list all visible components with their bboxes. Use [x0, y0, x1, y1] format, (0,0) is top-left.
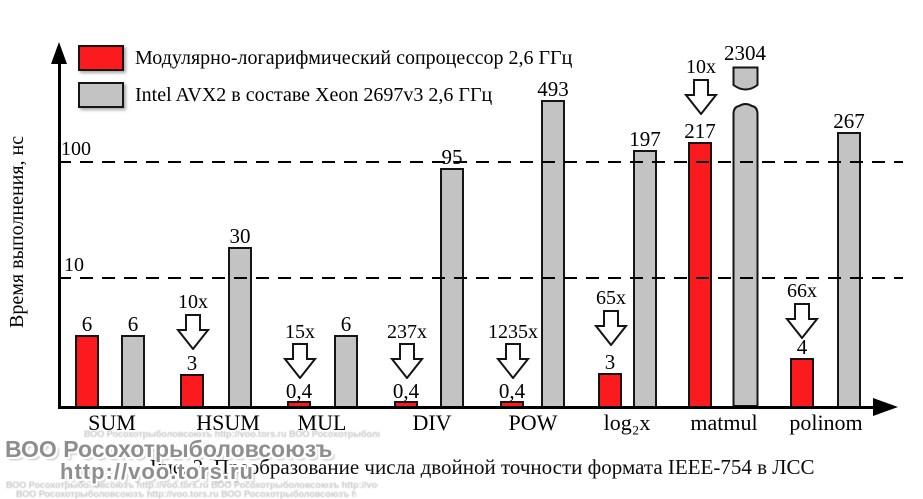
value-label-matmul-coprocessor: 217 [684, 119, 716, 143]
bar-sum-coprocessor [75, 335, 99, 407]
bar-polinom-avx2 [837, 132, 861, 407]
category-label-sum: SUM [88, 410, 136, 435]
value-label-hsum-coprocessor: 3 [186, 351, 198, 375]
bar-hsum-avx2 [228, 247, 252, 407]
gridline-100 [58, 161, 903, 163]
value-label-matmul-avx2: 2304 [724, 41, 766, 65]
value-label-sum-coprocessor: 6 [81, 312, 93, 336]
legend-swatch-1 [78, 82, 124, 108]
speedup-arrow-icon-matmul [684, 79, 718, 115]
x-axis-line [58, 406, 878, 409]
bar-mul-coprocessor [287, 401, 311, 407]
y-tick-label-100: 100 [61, 138, 91, 160]
y-tick-label-10: 10 [64, 254, 84, 276]
legend-label-0: Модулярно-логарифмический сопроцессор 2,… [135, 46, 573, 69]
category-label-div: DIV [412, 410, 452, 435]
value-label-sum-avx2: 6 [127, 312, 139, 336]
category-label-pow: POW [508, 410, 558, 435]
value-label-polinom-coprocessor: 4 [796, 335, 808, 359]
bar-pow-coprocessor [500, 401, 524, 407]
figure-caption: Рис. 2. Преобразование числа двойной точ… [150, 455, 815, 479]
legend-swatch-0 [78, 45, 124, 71]
bar-matmul-avx2-broken [732, 66, 759, 407]
value-label-hsum-avx2: 30 [229, 224, 251, 248]
bar-matmul-coprocessor [688, 142, 712, 407]
watermark-line1: ВОО Росохотрыболовсоюзъ [5, 436, 333, 462]
speedup-label-div: 237x [387, 321, 427, 343]
legend-item-0: Модулярно-логарифмический сопроцессор 2,… [78, 45, 572, 71]
bar-div-coprocessor [394, 401, 418, 407]
value-label-polinom-avx2: 267 [833, 109, 865, 133]
x-axis-arrowhead-icon [873, 398, 898, 416]
value-label-mul-avx2: 6 [340, 312, 352, 336]
bar-mul-avx2 [334, 335, 358, 407]
y-axis-arrowhead-icon [51, 42, 67, 64]
bar-polinom-coprocessor [790, 358, 814, 407]
speedup-arrow-icon-div [390, 343, 424, 379]
watermark-noise-band: ВОО Росохотрыболовсоюзъ http://voo.tors.… [6, 480, 378, 490]
bar-sum-avx2 [121, 335, 145, 407]
speedup-arrow-icon-mul [283, 343, 317, 379]
legend-label-1: Intel AVX2 в составе Xeon 2697v3 2,6 ГГц [135, 83, 493, 106]
speedup-label-matmul: 10x [686, 56, 716, 78]
value-label-div-avx2: 95 [441, 145, 463, 169]
speedup-arrow-icon-log2x [594, 310, 628, 346]
speedup-arrow-icon-pow [496, 343, 530, 379]
y-axis-title: Время выполнения, нс [6, 135, 28, 329]
watermark-noise-band: ВОО Росохотрыболовсоюзъ http://voo.tors.… [84, 429, 380, 439]
category-label-mul: MUL [297, 410, 347, 435]
bar-hsum-coprocessor [180, 374, 204, 407]
bar-div-avx2 [440, 168, 464, 407]
value-label-pow-coprocessor: 0,4 [498, 379, 526, 403]
legend-item-1: Intel AVX2 в составе Xeon 2697v3 2,6 ГГц [78, 82, 492, 108]
speedup-label-hsum: 10x [178, 291, 208, 313]
bar-pow-avx2 [541, 100, 565, 407]
value-label-log2x-avx2: 197 [629, 127, 661, 151]
value-label-pow-avx2: 493 [537, 77, 569, 101]
speedup-arrow-icon-polinom [785, 303, 819, 339]
category-label-matmul: matmul [690, 410, 758, 435]
speedup-label-log2x: 65x [596, 287, 626, 309]
watermark-noise-band: ВОО Росохотрыболовсоюзъ http://voo.tors.… [16, 489, 356, 499]
value-label-div-coprocessor: 0,4 [392, 379, 420, 403]
bar-log2x-coprocessor [598, 373, 622, 407]
value-label-log2x-coprocessor: 3 [604, 350, 616, 374]
y-axis-line [58, 58, 61, 407]
speedup-label-pow: 1235x [488, 321, 538, 343]
category-label-log2x: log₂x [603, 410, 651, 435]
gridline-10 [58, 277, 903, 279]
speedup-label-mul: 15x [285, 321, 315, 343]
category-label-hsum: HSUM [196, 410, 260, 435]
speedup-arrow-icon-hsum [176, 314, 210, 350]
value-label-mul-coprocessor: 0,4 [285, 379, 313, 403]
watermark-line2: http://voo.tors.ru [60, 459, 254, 484]
category-label-polinom: polinom [789, 410, 863, 435]
speedup-label-polinom: 66x [787, 280, 817, 302]
